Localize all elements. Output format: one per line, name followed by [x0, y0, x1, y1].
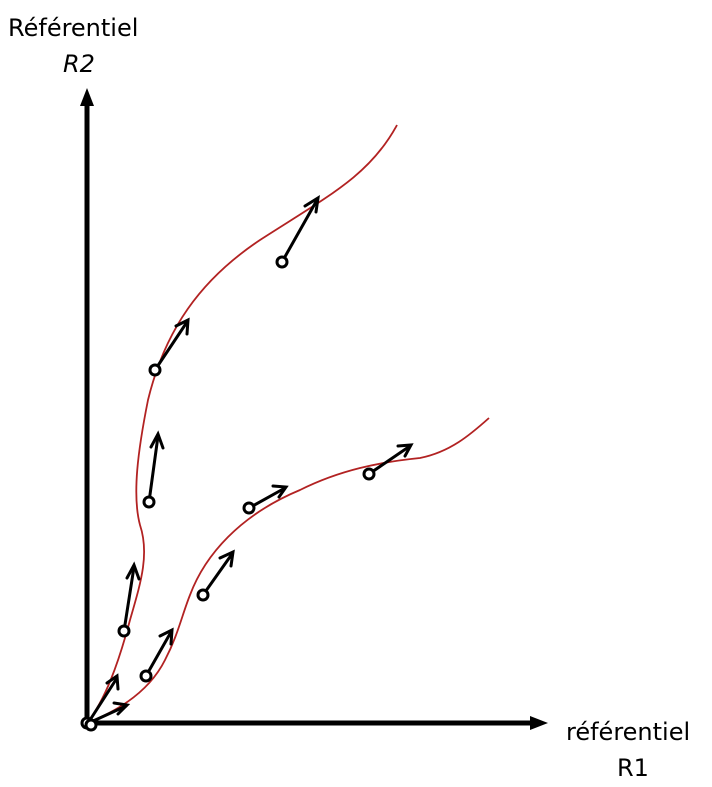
particle-arrow-icon [367, 443, 414, 476]
particles-lower [89, 443, 414, 724]
particle-arrow-icon [201, 549, 235, 597]
particle-icon [139, 669, 153, 683]
particle-arrow-icon [153, 317, 190, 372]
particle-arrow-icon [280, 195, 320, 264]
y-axis-label: Référentiel [8, 14, 139, 42]
particle-icon [362, 467, 376, 481]
y-axis-sublabel: R2 [63, 50, 95, 78]
particle-icon [275, 255, 289, 269]
axes [80, 88, 548, 730]
trajectory-lower [86, 417, 490, 724]
x-axis-sublabel: R1 [617, 754, 649, 782]
trajectory-upper [86, 124, 398, 724]
particle-circles [80, 255, 376, 732]
particles-upper [88, 195, 320, 722]
particle-arrow-icon [89, 701, 131, 724]
particle-icon [196, 588, 210, 602]
x-axis-arrowhead-icon [530, 716, 548, 730]
particle-arrow-icon [147, 430, 165, 504]
particle-icon [117, 624, 131, 638]
particle-icon [142, 495, 156, 509]
particle-arrow-icon [247, 484, 289, 510]
particle-arrow-icon [144, 627, 174, 678]
particle-arrow-icon [122, 561, 141, 633]
particle-icon [148, 363, 162, 377]
particle-arrow-icon [88, 673, 120, 722]
x-axis-label: référentiel [566, 718, 691, 746]
y-axis-arrowhead-icon [80, 88, 94, 106]
origin-particle-icon [84, 718, 98, 732]
particle-icon [242, 501, 256, 515]
trajectories [86, 124, 490, 724]
